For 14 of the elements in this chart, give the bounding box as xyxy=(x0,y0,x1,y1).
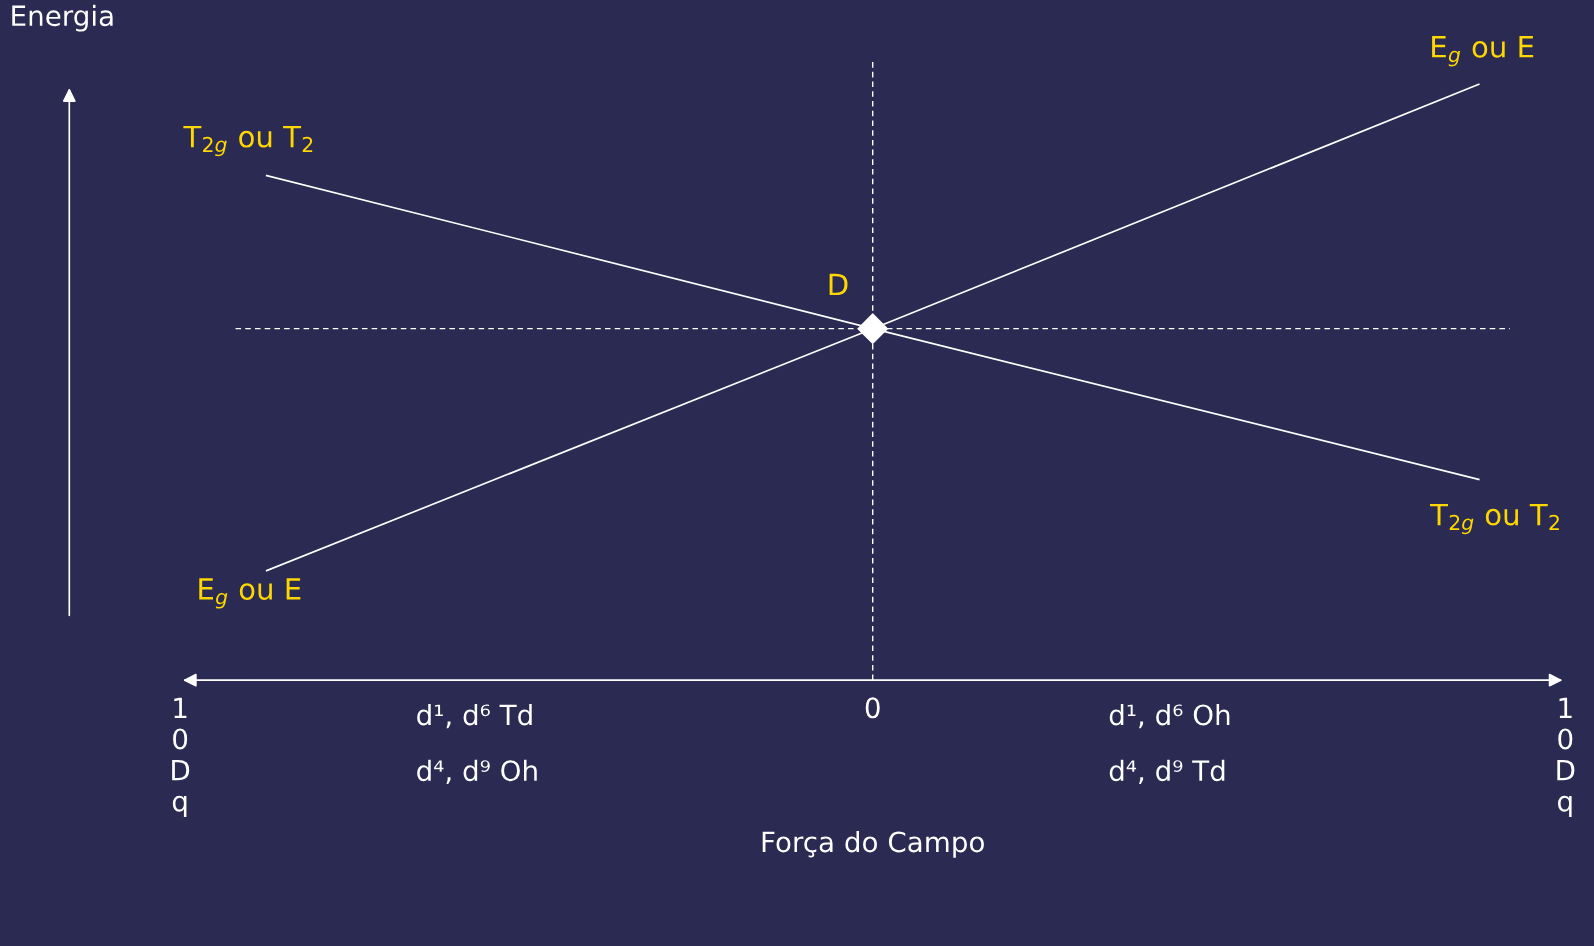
annotation: T$_{2g}$ ou T$_{2}$ xyxy=(183,125,313,157)
text: E$_{g}$ ou E xyxy=(1432,36,1534,67)
x-axis-title: Força do Campo xyxy=(762,830,984,858)
text: d¹, d⁶ Oh xyxy=(1109,703,1230,729)
annotation: D xyxy=(829,273,848,296)
annotation: T$_{2g}$ ou T$_{2}$ xyxy=(1430,503,1559,535)
text: d¹, d⁶ Td xyxy=(417,703,532,729)
text: d⁴, d⁹ Td xyxy=(1109,759,1225,785)
y-axis-title: Energia xyxy=(12,4,113,32)
x-tick-label: 10Dq xyxy=(1557,697,1575,818)
x-tick-label: 0 xyxy=(865,697,880,719)
x-tick-label: 10Dq xyxy=(172,697,190,818)
annotation: E$_{g}$ ou E xyxy=(199,578,301,609)
text: d⁴, d⁹ Oh xyxy=(417,759,537,785)
